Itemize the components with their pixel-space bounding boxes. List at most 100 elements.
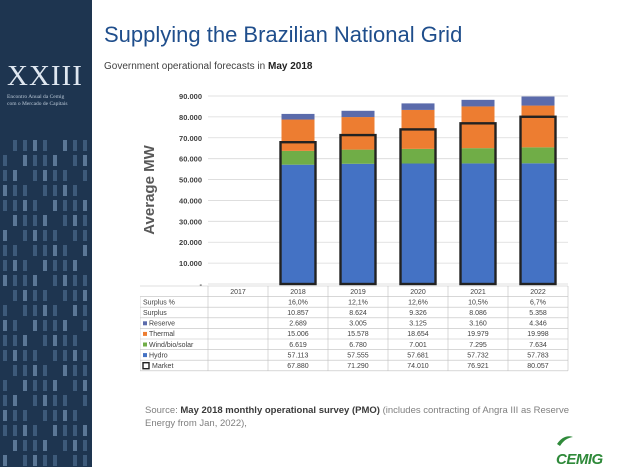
table-cell: 7.634 <box>529 342 547 349</box>
table-cell: 15.006 <box>287 331 309 338</box>
y-axis-title: Average MW <box>141 144 158 234</box>
x-tick-label: 2022 <box>530 289 546 296</box>
table-cell: 6,7% <box>530 299 546 306</box>
table-cell: 19.979 <box>467 331 489 338</box>
y-tick-label: 20.000 <box>179 238 202 247</box>
building-pattern <box>3 140 87 466</box>
table-cell: 16,0% <box>288 299 308 306</box>
table-cell: 19.998 <box>527 331 549 338</box>
table-row-label: Reserve <box>149 321 175 328</box>
bar-segment-thermal <box>521 105 555 148</box>
table-cell: 74.010 <box>407 363 429 370</box>
x-tick-label: 2018 <box>290 289 306 296</box>
table-cell: 76.921 <box>467 363 489 370</box>
sidebar-banner: XXIII Encontro Anual da Cemig com o Merc… <box>0 0 92 467</box>
event-name-line-2: com o Mercado de Capitais <box>7 101 68 107</box>
source-survey: May 2018 monthly operational survey (PMO… <box>180 405 380 416</box>
table-row-label: Surplus % <box>143 299 175 306</box>
table-cell: 7.295 <box>469 342 487 349</box>
company-logo: CEMIG <box>556 433 622 467</box>
market-outline <box>279 141 317 286</box>
table-cell: 18.654 <box>407 331 429 338</box>
bar-segment-reserve <box>341 110 375 118</box>
table-cell: 57.113 <box>288 352 309 359</box>
bar-segment-thermal <box>341 117 375 150</box>
table-row-label: Thermal <box>149 331 175 338</box>
bar-segment-wind-bio-solar <box>521 147 555 164</box>
legend-key-market <box>142 362 150 370</box>
table-cell: 12,1% <box>348 299 368 306</box>
source-detail: (includes contracting of Angra III as Re… <box>145 405 569 429</box>
y-tick-label: 50.000 <box>179 176 202 185</box>
event-name-line-1: Encontro Anual da Cemig <box>7 94 65 100</box>
bar-segment-wind-bio-solar <box>401 148 435 164</box>
logo-swoosh-icon <box>557 436 573 446</box>
bar-segment-hydro <box>521 163 555 284</box>
bar-segment-reserve <box>521 96 555 106</box>
table-cell: 2.689 <box>289 321 307 328</box>
table-cell: 7.001 <box>409 342 427 349</box>
bar-segment-thermal <box>461 106 495 149</box>
stacked-bar-chart: Average MW - 10.000 20.000 30.000 40.000 50.00… <box>140 92 569 372</box>
bar-segment-hydro <box>341 163 375 284</box>
x-tick-label: 2020 <box>410 289 426 296</box>
table-row-label: Surplus <box>143 310 167 317</box>
source-note: Source: May 2018 monthly operational sur… <box>145 404 575 430</box>
slide-title: Supplying the Brazilian National Grid <box>104 22 463 47</box>
y-tick-label: 90.000 <box>179 92 202 101</box>
bar-segment-reserve <box>401 103 435 110</box>
table-cell: 15.578 <box>347 331 369 338</box>
x-tick-label: 2019 <box>350 289 366 296</box>
event-name: Encontro Anual da Cemig com o Mercado de… <box>7 94 91 108</box>
subtitle-date: May 2018 <box>267 61 313 72</box>
table-cell: 3.125 <box>409 321 427 328</box>
x-tick-label: 2021 <box>470 289 486 296</box>
table-cell: 9.326 <box>409 310 427 317</box>
table-cell: 80.057 <box>527 363 549 370</box>
table-cell: 8.624 <box>349 310 367 317</box>
table-cell: 57.732 <box>467 352 489 359</box>
bar-segment-hydro <box>401 163 435 284</box>
table-cell: 8.086 <box>469 310 487 317</box>
table-cell: 57.783 <box>527 352 549 359</box>
legend-key-wind-bio-solar <box>143 342 147 347</box>
table-row-label: Market <box>152 363 173 370</box>
slide-subtitle: Government operational forecasts in May … <box>104 61 312 72</box>
market-outline <box>339 133 377 286</box>
logo-text: CEMIG <box>556 451 603 467</box>
market-outline <box>459 122 497 286</box>
y-tick-label: 10.000 <box>179 259 202 268</box>
table-cell: 3.005 <box>349 321 367 328</box>
x-tick-label: 2017 <box>230 289 246 296</box>
legend-key-thermal <box>143 331 147 336</box>
table-cell: 10.857 <box>287 310 309 317</box>
source-prefix: Source: <box>145 405 181 416</box>
bar-segment-wind-bio-solar <box>341 149 375 164</box>
legend-key-hydro <box>143 353 147 358</box>
y-tick-label: 30.000 <box>179 217 202 226</box>
market-outline <box>399 128 437 286</box>
legend-key-reserve <box>143 321 147 326</box>
bar-segment-reserve <box>281 113 315 120</box>
bar-segment-wind-bio-solar <box>281 150 315 165</box>
y-tick-label: 40.000 <box>179 196 202 205</box>
table-cell: 5.358 <box>529 310 547 317</box>
table-row-label: Wind/bio/solar <box>149 342 194 349</box>
subtitle-text: Government operational forecasts in <box>104 61 268 72</box>
table-cell: 3.160 <box>469 321 487 328</box>
bar-segment-hydro <box>281 164 315 284</box>
table-row-label: Hydro <box>149 352 168 359</box>
market-outline <box>519 115 557 286</box>
y-tick-label: 60.000 <box>179 155 202 164</box>
bar-segment-thermal <box>281 119 315 151</box>
bar-segment-reserve <box>461 99 495 107</box>
table-cell: 12,6% <box>408 299 428 306</box>
y-tick-label: 70.000 <box>179 134 202 143</box>
table-cell: 6.619 <box>289 342 307 349</box>
table-cell: 57.681 <box>407 352 429 359</box>
table-cell: 67.880 <box>287 363 309 370</box>
table-cell: 57.555 <box>347 352 369 359</box>
bar-segment-hydro <box>461 163 495 284</box>
table-cell: 4.346 <box>529 321 547 328</box>
table-cell: 6.780 <box>349 342 367 349</box>
